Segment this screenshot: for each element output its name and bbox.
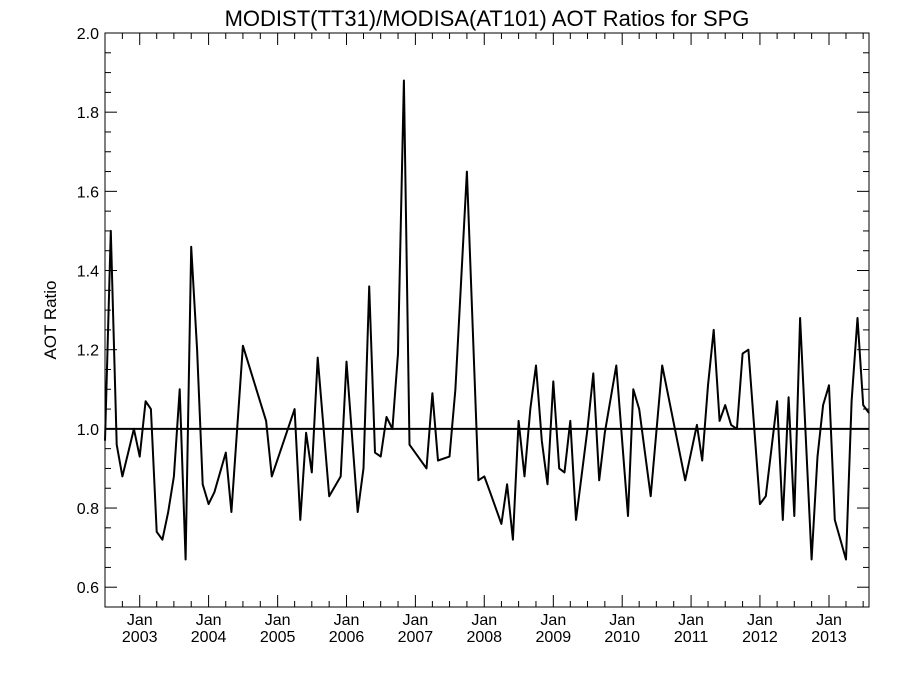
- x-tick-year: 2006: [329, 629, 365, 646]
- x-tick-year: 2005: [260, 629, 296, 646]
- y-tick-label: 2.0: [77, 26, 99, 43]
- x-tick-year: 2009: [536, 629, 572, 646]
- x-tick-year: 2004: [191, 629, 227, 646]
- x-tick-month: Jan: [265, 612, 291, 629]
- x-tick-month: Jan: [471, 612, 497, 629]
- y-tick-label: 0.6: [77, 580, 99, 597]
- x-tick-month: Jan: [609, 612, 635, 629]
- x-tick-year: 2007: [398, 629, 434, 646]
- y-tick-label: 0.8: [77, 501, 99, 518]
- x-tick-year: 2010: [604, 629, 640, 646]
- series-line: [104, 79, 870, 561]
- x-tick-year: 2013: [811, 629, 847, 646]
- x-tick-month: Jan: [678, 612, 704, 629]
- y-axis: 0.6 0.8 1.0 1.2 1.4 1.6 1.8 2.0: [77, 26, 869, 608]
- chart-title: MODIST(TT31)/MODISA(AT101) AOT Ratios fo…: [225, 6, 750, 31]
- x-tick-year: 2008: [466, 629, 502, 646]
- y-tick-label: 1.4: [77, 264, 99, 281]
- x-tick-year: 2011: [674, 629, 709, 646]
- x-axis: Jan2003Jan2004Jan2005Jan2006Jan2007Jan20…: [104, 33, 864, 646]
- y-tick-label: 1.6: [77, 184, 99, 201]
- x-tick-month: Jan: [196, 612, 222, 629]
- plot-frame: [104, 32, 870, 608]
- x-tick-month: Jan: [334, 612, 360, 629]
- x-tick-month: Jan: [540, 612, 566, 629]
- y-tick-label: 1.0: [77, 422, 99, 439]
- x-tick-year: 2012: [742, 629, 778, 646]
- x-tick-month: Jan: [747, 612, 773, 629]
- x-tick-month: Jan: [127, 612, 153, 629]
- y-axis-label: AOT Ratio: [41, 280, 60, 359]
- x-tick-month: Jan: [402, 612, 428, 629]
- x-tick-month: Jan: [816, 612, 842, 629]
- y-tick-label: 1.2: [77, 343, 99, 360]
- y-tick-label: 1.8: [77, 105, 99, 122]
- x-tick-year: 2003: [122, 629, 158, 646]
